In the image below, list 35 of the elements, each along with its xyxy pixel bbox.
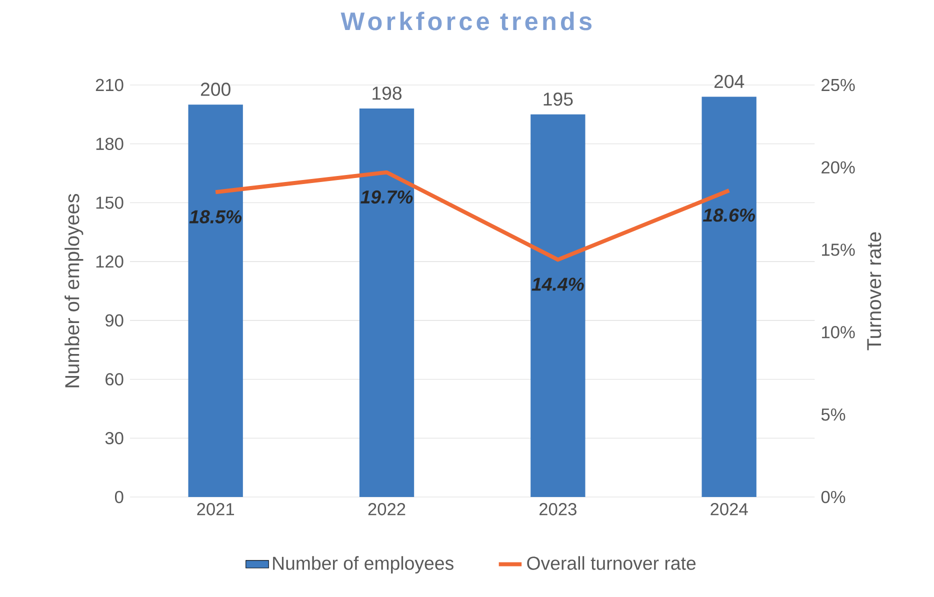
data-label: 18.6% xyxy=(702,208,756,222)
data-label: 198 xyxy=(372,86,402,100)
data-label: 14.4% xyxy=(532,278,584,291)
x-tick-label: 2021 xyxy=(197,503,234,516)
legend-label: Number of employees xyxy=(273,556,454,574)
bar xyxy=(359,108,414,497)
x-tick-label: 2024 xyxy=(710,503,748,516)
y2-tick-label: 15% xyxy=(822,244,855,256)
y-tick-label: 210 xyxy=(96,78,124,92)
chart-title: Workforce trends xyxy=(340,12,592,30)
y2-tick-label: 20% xyxy=(822,161,855,174)
data-label: 200 xyxy=(200,82,230,96)
bar xyxy=(702,96,756,497)
y2-tick-label: 5% xyxy=(821,408,846,421)
data-label: 19.7% xyxy=(360,190,413,204)
y-tick-label: 120 xyxy=(96,255,124,268)
y-tick-label: 180 xyxy=(96,138,124,150)
y-tick-label: 30 xyxy=(105,432,124,444)
bar xyxy=(188,104,243,497)
data-label: 195 xyxy=(544,92,573,106)
x-tick-label: 2023 xyxy=(540,503,576,516)
y2-axis-title: Turnover rate xyxy=(867,232,882,350)
data-label: 18.5% xyxy=(189,210,242,224)
y2-tick-label: 0% xyxy=(821,490,846,504)
x-tick-label: 2022 xyxy=(368,503,406,516)
y-tick-label: 60 xyxy=(106,373,124,386)
y-tick-label: 150 xyxy=(96,196,124,209)
y2-tick-label: 25% xyxy=(822,78,855,92)
bar xyxy=(530,114,586,497)
legend-label: Overall turnover rate xyxy=(527,556,696,570)
data-label: 204 xyxy=(714,74,744,88)
y-tick-label: 90 xyxy=(105,314,124,327)
y-axis-title: Number of employees xyxy=(64,194,84,388)
y-tick-label: 0 xyxy=(114,490,124,504)
y2-tick-label: 10% xyxy=(822,326,855,338)
